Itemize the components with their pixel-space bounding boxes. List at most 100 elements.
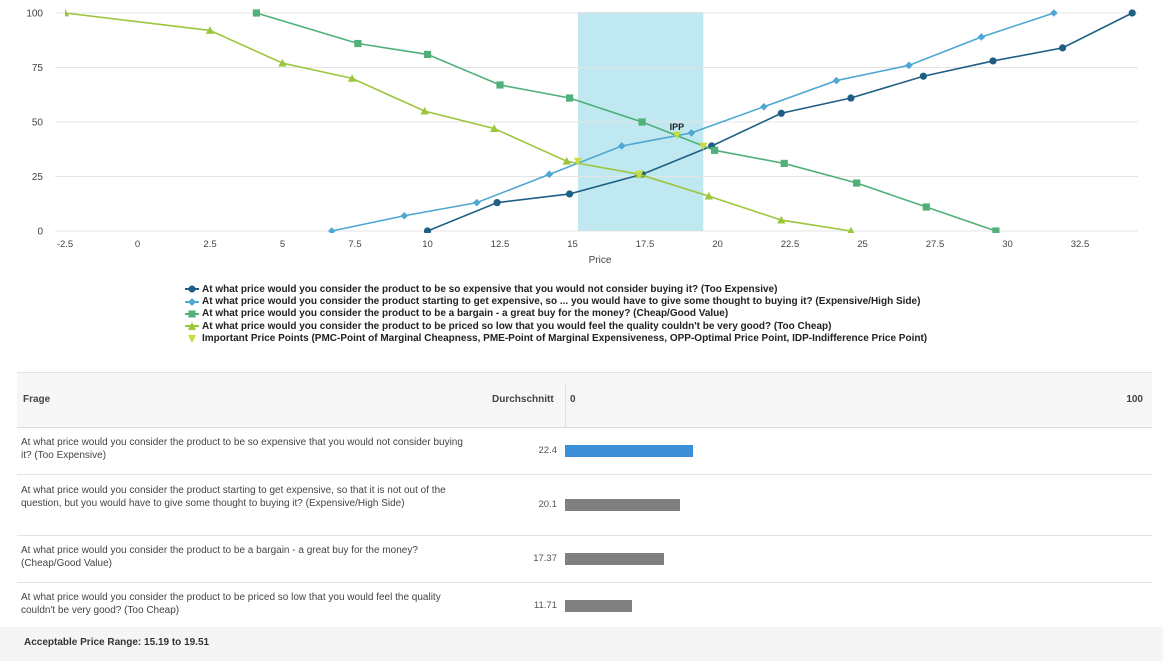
y-tick-label: 75 [32, 63, 44, 74]
question-text: At what price would you consider the pro… [21, 545, 418, 569]
legend-item-cheap[interactable]: At what price would you consider the pro… [184, 308, 927, 320]
x-tick-label: 10 [422, 239, 433, 250]
legend-item-expensive[interactable]: At what price would you consider the pro… [184, 295, 927, 307]
price-sensitivity-chart: 0 25 50 75 100 -2.5 0 2.5 5 7.5 10 12.5 15 17.5 20 22.5… [26, 8, 1138, 266]
legend-label: At what price would you consider the pro… [202, 320, 832, 332]
y-tick-label: 50 [32, 118, 44, 129]
data-point-cheap [780, 159, 788, 168]
average-bar [565, 600, 632, 612]
legend-label: At what price would you consider the pro… [202, 308, 729, 320]
data-point-cheap [566, 94, 574, 102]
data-point-too_cheap [490, 124, 499, 132]
average-value: 11.71 [533, 600, 557, 611]
table-row: At what price would you consider the pro… [17, 583, 1152, 629]
data-point-too_cheap [347, 74, 357, 82]
x-tick-label: 5 [280, 239, 285, 250]
x-tick-label: 22.5 [781, 239, 800, 250]
data-point-too_cheap [65, 8, 70, 17]
diamond-marker-icon [185, 297, 199, 306]
x-tick-label: 2.5 [203, 239, 216, 250]
y-tick-label: 0 [37, 227, 43, 238]
x-tick-label: 15 [567, 239, 578, 250]
axis-min-label: 0 [570, 394, 576, 405]
x-tick-label: 20 [712, 239, 723, 250]
data-point-important [573, 157, 583, 166]
legend-item-important-points[interactable]: Important Price Points (PMC-Point of Mar… [184, 333, 927, 345]
acceptable-range-text: Acceptable Price Range: 15.19 to 19.51 [24, 637, 210, 648]
x-tick-label: 0 [135, 239, 140, 250]
data-point-expensive [1050, 9, 1058, 17]
average-bar [565, 553, 665, 565]
data-point-cheap [853, 179, 861, 187]
data-point-expensive [618, 142, 626, 150]
data-point-expensive [905, 61, 913, 70]
average-table: Frage Durchschnitt 0 100 At what price w… [17, 372, 1152, 629]
data-point-cheap [638, 118, 646, 126]
legend-item-too-expensive[interactable]: At what price would you consider the pro… [184, 283, 927, 295]
data-point-too_expensive [847, 94, 855, 102]
average-value: 20.1 [538, 499, 558, 510]
data-point-too_expensive [919, 72, 928, 80]
data-point-too_cheap [278, 58, 287, 67]
average-bar [565, 499, 680, 511]
data-point-too_expensive [777, 109, 785, 117]
data-point-cheap [922, 203, 930, 211]
data-point-expensive [832, 76, 841, 85]
data-point-expensive [687, 129, 696, 137]
x-axis-label: Price [589, 255, 612, 266]
x-tick-label: 25 [857, 239, 868, 250]
data-point-expensive [328, 227, 336, 233]
x-tick-label: 32.5 [1071, 239, 1090, 250]
x-tick-label: 27.5 [926, 239, 945, 250]
question-text: At what price would you consider the pro… [21, 437, 463, 461]
question-column-header: Frage [23, 394, 51, 405]
data-point-cheap [354, 39, 362, 48]
data-point-cheap [423, 50, 432, 59]
chart-legend: At what price would you consider the pro… [184, 283, 927, 345]
average-column-header: Durchschnitt [492, 394, 554, 405]
legend-item-too-cheap[interactable]: At what price would you consider the pro… [184, 320, 927, 332]
data-point-too_expensive [423, 227, 432, 233]
data-point-too_cheap [847, 226, 855, 233]
x-tick-label: 17.5 [636, 239, 655, 250]
x-tick-label: -2.5 [57, 239, 73, 250]
data-point-important [672, 131, 682, 140]
data-point-too_cheap [420, 106, 429, 115]
table-row: At what price would you consider the pro… [17, 536, 1152, 583]
data-point-expensive [977, 33, 986, 41]
y-tick-label: 25 [32, 172, 44, 183]
circle-marker-icon [185, 285, 199, 293]
data-point-important [699, 142, 708, 151]
data-point-too_cheap [704, 191, 713, 200]
axis-max-label: 100 [1126, 394, 1143, 405]
x-tick-label: 7.5 [348, 239, 361, 250]
data-point-cheap [711, 146, 719, 154]
x-tick-label: 30 [1002, 239, 1013, 250]
table-row: At what price would you consider the pro… [17, 428, 1152, 475]
data-point-expensive [760, 102, 768, 111]
square-marker-icon [185, 310, 199, 318]
data-point-important [635, 170, 644, 179]
data-point-cheap [992, 227, 1000, 233]
average-bar [565, 445, 693, 457]
x-tick-label: 12.5 [491, 239, 510, 250]
series-group [65, 8, 1136, 233]
data-point-cheap [496, 81, 504, 89]
data-point-too_cheap [562, 157, 571, 165]
data-point-too_cheap [777, 215, 786, 224]
van-westendorp-chart: 0 25 50 75 100 -2.5 0 2.5 5 7.5 10 12.5 15 17.5 20 22.5… [0, 0, 1163, 272]
data-point-too_expensive [1128, 9, 1136, 17]
legend-label: Important Price Points (PMC-Point of Mar… [202, 333, 928, 345]
data-point-expensive [473, 198, 481, 207]
question-text: At what price would you consider the pro… [21, 485, 446, 509]
annotation-label: IPP [670, 122, 685, 132]
triangle-marker-icon [185, 322, 199, 331]
data-point-too_expensive [493, 199, 501, 207]
table-row: At what price would you consider the pro… [17, 475, 1152, 536]
data-point-too_expensive [566, 190, 574, 198]
question-text: At what price would you consider the pro… [21, 592, 441, 616]
acceptable-range-footer: Acceptable Price Range: 15.19 to 19.51 [0, 627, 1163, 661]
data-point-too_expensive [989, 57, 997, 65]
legend-label: At what price would you consider the pro… [202, 296, 921, 308]
data-point-too_expensive [1059, 44, 1067, 52]
